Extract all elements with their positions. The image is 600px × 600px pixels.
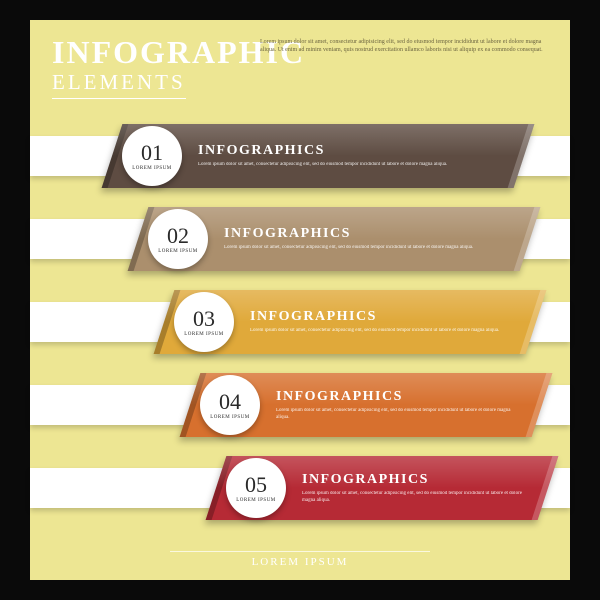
- ribbon-row: 02 LOREM IPSUM INFOGRAPHICS Lorem ipsum dol…: [30, 205, 570, 273]
- title-line2: ELEMENTS: [52, 70, 186, 99]
- circle-subtext: LOREM IPSUM: [210, 415, 250, 420]
- ribbon-title: INFOGRAPHICS: [276, 389, 520, 405]
- ribbon-body: Lorem ipsum dolor sit amet, consectetur …: [276, 408, 520, 422]
- number-circle: 03 LOREM IPSUM: [174, 292, 234, 352]
- number-circle: 01 LOREM IPSUM: [122, 126, 182, 186]
- ribbon-body: Lorem ipsum dolor sit amet, consectetur …: [224, 245, 508, 252]
- circle-number: 02: [167, 225, 189, 247]
- ribbon-title: INFOGRAPHICS: [302, 472, 526, 488]
- number-circle: 05 LOREM IPSUM: [226, 458, 286, 518]
- circle-number: 01: [141, 142, 163, 164]
- ribbon: 01 LOREM IPSUM INFOGRAPHICS Lorem ipsum dol…: [102, 124, 535, 188]
- number-circle: 04 LOREM IPSUM: [200, 375, 260, 435]
- footer: LOREM IPSUM: [30, 551, 570, 570]
- ribbon-body: Lorem ipsum dolor sit amet, consectetur …: [250, 328, 514, 335]
- ribbon: 04 LOREM IPSUM INFOGRAPHICS Lorem ipsum dol…: [180, 373, 553, 437]
- intro-text: Lorem ipsum dolor sit amet, consectetur …: [260, 38, 546, 54]
- ribbon: 02 LOREM IPSUM INFOGRAPHICS Lorem ipsum dol…: [128, 207, 541, 271]
- ribbon-row: 03 LOREM IPSUM INFOGRAPHICS Lorem ipsum dol…: [30, 288, 570, 356]
- ribbon-row: 05 LOREM IPSUM INFOGRAPHICS Lorem ipsum dol…: [30, 454, 570, 522]
- circle-subtext: LOREM IPSUM: [184, 332, 224, 337]
- ribbon-title: INFOGRAPHICS: [250, 309, 514, 325]
- circle-number: 03: [193, 308, 215, 330]
- header: INFOGRAPHIC ELEMENTS: [30, 20, 570, 103]
- circle-subtext: LOREM IPSUM: [132, 166, 172, 171]
- ribbon: 05 LOREM IPSUM INFOGRAPHICS Lorem ipsum dol…: [206, 456, 559, 520]
- ribbons-container: 01 LOREM IPSUM INFOGRAPHICS Lorem ipsum dol…: [30, 122, 570, 537]
- ribbon-row: 01 LOREM IPSUM INFOGRAPHICS Lorem ipsum dol…: [30, 122, 570, 190]
- ribbon-body: Lorem ipsum dolor sit amet, consectetur …: [302, 491, 526, 505]
- circle-subtext: LOREM IPSUM: [236, 498, 276, 503]
- circle-number: 05: [245, 474, 267, 496]
- infographic-card: INFOGRAPHIC ELEMENTS Lorem ipsum dolor s…: [30, 20, 570, 580]
- ribbon-title: INFOGRAPHICS: [198, 143, 502, 159]
- ribbon-title: INFOGRAPHICS: [224, 226, 508, 242]
- circle-number: 04: [219, 391, 241, 413]
- ribbon: 03 LOREM IPSUM INFOGRAPHICS Lorem ipsum dol…: [154, 290, 547, 354]
- circle-subtext: LOREM IPSUM: [158, 249, 198, 254]
- footer-text: LOREM IPSUM: [170, 551, 430, 568]
- ribbon-body: Lorem ipsum dolor sit amet, consectetur …: [198, 162, 502, 169]
- number-circle: 02 LOREM IPSUM: [148, 209, 208, 269]
- ribbon-row: 04 LOREM IPSUM INFOGRAPHICS Lorem ipsum dol…: [30, 371, 570, 439]
